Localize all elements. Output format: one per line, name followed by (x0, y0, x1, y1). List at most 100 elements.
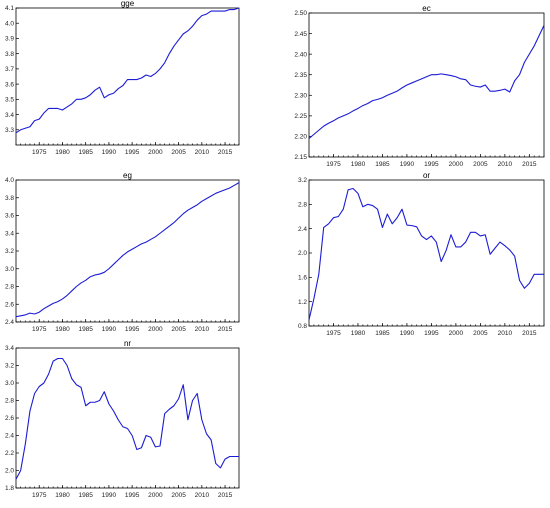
y-tick-label: 3.5 (5, 97, 14, 104)
x-tick-label: 2005 (473, 330, 488, 337)
y-tick-label: 2.50 (294, 10, 307, 17)
y-tick-label: 3.4 (5, 345, 14, 352)
y-tick-label: 2.0 (5, 468, 14, 475)
y-tick-label: 2.45 (294, 31, 307, 38)
y-tick-label: 2.35 (294, 72, 307, 79)
series-line-nr (15, 357, 239, 480)
series-line-eg (15, 182, 240, 318)
x-tick-label: 2010 (195, 326, 210, 333)
x-tick-label: 1990 (102, 149, 117, 156)
x-tick-label: 1985 (375, 161, 390, 168)
y-tick-label: 4.0 (5, 177, 14, 184)
x-tick-label: 1980 (55, 149, 70, 156)
y-tick-label: 3.7 (5, 66, 14, 73)
y-tick-label: 3.6 (5, 213, 14, 220)
x-tick-label: 2015 (522, 161, 537, 168)
chart-title-nr: nr (124, 339, 131, 348)
y-tick-label: 2.20 (294, 134, 307, 141)
y-tick-label: 2.15 (294, 154, 307, 161)
x-tick-label: 1975 (326, 330, 341, 337)
y-tick-label: 2.0 (298, 250, 307, 257)
chart-title-eg: eg (123, 171, 132, 180)
x-tick-label: 2010 (195, 149, 210, 156)
x-tick-label: 1975 (326, 161, 341, 168)
y-tick-label: 3.8 (5, 51, 14, 58)
x-tick-label: 2000 (148, 326, 163, 333)
y-tick-label: 4.1 (5, 5, 14, 12)
x-tick-label: 2015 (218, 492, 233, 499)
x-tick-label: 2010 (498, 330, 513, 337)
y-tick-label: 2.4 (298, 226, 307, 233)
y-tick-label: 2.6 (5, 415, 14, 422)
x-tick-label: 2000 (449, 330, 464, 337)
plot-frame-nr (15, 347, 240, 489)
y-tick-label: 1.8 (5, 485, 14, 492)
x-tick-label: 1985 (78, 492, 93, 499)
y-tick-label: 3.2 (5, 248, 14, 255)
y-tick-label: 2.30 (294, 92, 307, 99)
x-tick-label: 1980 (351, 161, 366, 168)
y-tick-label: 3.0 (5, 380, 14, 387)
x-tick-label: 2015 (218, 149, 233, 156)
x-tick-label: 1985 (78, 326, 93, 333)
y-tick-label: 3.4 (5, 112, 14, 119)
y-tick-label: 3.9 (5, 36, 14, 43)
x-tick-label: 2000 (148, 492, 163, 499)
y-tick-label: 2.4 (5, 433, 14, 440)
y-tick-label: 1.6 (298, 275, 307, 282)
x-tick-label: 1975 (32, 149, 47, 156)
x-tick-label: 2000 (148, 149, 163, 156)
y-tick-label: 0.8 (298, 323, 307, 330)
y-tick-label: 2.8 (5, 284, 14, 291)
x-tick-label: 2010 (498, 161, 513, 168)
x-tick-label: 1980 (351, 330, 366, 337)
x-tick-label: 1985 (375, 330, 390, 337)
series-line-or (308, 187, 544, 321)
x-tick-label: 1995 (424, 161, 439, 168)
x-tick-label: 2000 (449, 161, 464, 168)
x-tick-label: 2015 (218, 326, 233, 333)
plot-frame-gge (15, 7, 240, 146)
y-tick-label: 3.0 (5, 266, 14, 273)
y-tick-label: 3.8 (5, 195, 14, 202)
x-tick-label: 2005 (473, 161, 488, 168)
x-tick-label: 1990 (400, 161, 415, 168)
x-tick-label: 1990 (400, 330, 415, 337)
x-tick-label: 1975 (32, 326, 47, 333)
series-line-ec (308, 25, 545, 139)
y-tick-label: 4.0 (5, 20, 14, 27)
y-tick-label: 1.2 (298, 299, 307, 306)
x-tick-label: 1995 (125, 326, 140, 333)
chart-title-or: or (423, 171, 430, 180)
y-tick-label: 3.2 (298, 177, 307, 184)
x-tick-label: 2005 (171, 492, 186, 499)
y-tick-label: 2.8 (298, 202, 307, 209)
x-tick-label: 1990 (102, 492, 117, 499)
y-tick-label: 2.6 (5, 301, 14, 308)
plot-frame-ec (308, 12, 545, 158)
plot-frame-or (308, 179, 545, 327)
y-tick-label: 3.2 (5, 363, 14, 370)
y-tick-label: 3.4 (5, 230, 14, 237)
y-tick-label: 2.25 (294, 113, 307, 120)
x-tick-label: 2005 (171, 149, 186, 156)
x-tick-label: 2015 (522, 330, 537, 337)
y-tick-label: 2.40 (294, 51, 307, 58)
x-tick-label: 1995 (125, 149, 140, 156)
chart-title-gge: gge (121, 0, 135, 8)
x-tick-label: 1980 (55, 326, 70, 333)
x-tick-label: 1995 (424, 330, 439, 337)
x-tick-label: 2010 (195, 492, 210, 499)
y-tick-label: 2.8 (5, 398, 14, 405)
plot-frame-eg (15, 179, 240, 323)
x-tick-label: 1985 (78, 149, 93, 156)
y-tick-label: 2.2 (5, 450, 14, 457)
x-tick-label: 1990 (102, 326, 117, 333)
x-tick-label: 2005 (171, 326, 186, 333)
y-tick-label: 3.3 (5, 127, 14, 134)
series-line-gge (15, 7, 240, 134)
chart-title-ec: ec (422, 4, 430, 13)
x-tick-label: 1995 (125, 492, 140, 499)
x-tick-label: 1975 (32, 492, 47, 499)
